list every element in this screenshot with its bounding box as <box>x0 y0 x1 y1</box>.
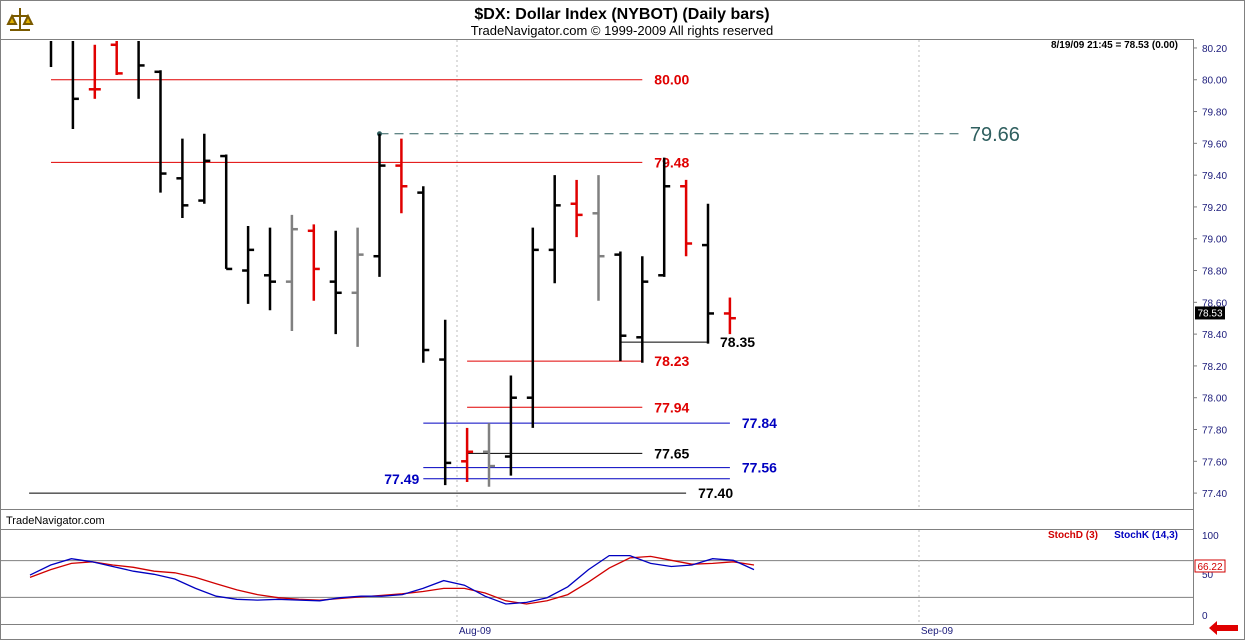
level-label: 77.40 <box>698 485 733 501</box>
level-label: 77.65 <box>654 445 689 461</box>
price-gridlines <box>456 40 920 509</box>
price-levels: 80.00 79.48 78.35 78.23 77.94 77.84 77.65 77.56… <box>29 72 1020 501</box>
y-tick-label: 80.00 <box>1202 76 1227 87</box>
y-tick-label: 79.60 <box>1202 139 1227 150</box>
last-price-marker: 78.53 <box>1195 306 1225 320</box>
ohlc-bar <box>461 427 474 482</box>
ohlc-bar <box>351 227 364 347</box>
ohlc-bar <box>702 203 714 344</box>
last-price-label: 78.53 <box>1197 308 1222 319</box>
ohlc-bar <box>526 227 539 428</box>
stoch-series-line <box>29 555 755 605</box>
ohlc-bar <box>417 186 430 363</box>
legend-stoch-k: StochK (14,3) <box>1114 530 1178 541</box>
watermark: TradeNavigator.com <box>6 515 105 527</box>
level-label: 77.94 <box>654 399 689 415</box>
level-label: 78.23 <box>654 353 689 369</box>
ohlc-bar <box>504 375 517 476</box>
ohlc-bar <box>220 154 233 271</box>
ohlc-bar <box>636 256 649 363</box>
ohlc-bar <box>373 133 386 277</box>
ohlc-bar <box>395 138 408 214</box>
y-tick-label: 78.80 <box>1202 267 1227 278</box>
status-readout: 8/19/09 21:45 = 78.53 (0.00) <box>1051 40 1178 51</box>
price-panel[interactable] <box>0 39 1194 510</box>
ohlc-bar <box>242 226 255 304</box>
ohlc-bar <box>110 41 123 75</box>
dashed-level-label: 79.66 <box>970 124 1020 146</box>
ohlc-bar <box>137 41 145 99</box>
stoch-gridlines <box>1 530 1193 624</box>
price-bars <box>49 41 736 487</box>
level-label: 77.84 <box>742 415 777 431</box>
ohlc-bar <box>198 133 211 204</box>
level-label: 78.35 <box>720 334 755 350</box>
level-label: 79.48 <box>654 154 689 170</box>
ohlc-bar <box>439 319 452 486</box>
y-tick-label: 79.20 <box>1202 203 1227 214</box>
y-tick-label: 79.80 <box>1202 108 1227 119</box>
ohlc-bar <box>307 224 320 301</box>
ohlc-bar <box>264 227 276 311</box>
stoch-series-line <box>29 554 755 605</box>
ohlc-bar <box>176 138 189 219</box>
level-label: 80.00 <box>654 72 689 88</box>
ohlc-bar <box>614 251 627 362</box>
stoch-lines <box>29 554 755 605</box>
ohlc-bar <box>329 230 342 335</box>
stoch-y-tick-label: 100 <box>1202 531 1219 542</box>
ohlc-bar <box>71 41 79 130</box>
ohlc-bar <box>483 423 495 487</box>
x-tick-label: Aug-09 <box>459 626 492 637</box>
y-tick-label: 79.40 <box>1202 171 1227 182</box>
ohlc-bar <box>285 214 298 331</box>
price-y-axis: 80.20 80.00 79.80 79.60 79.40 79.20 79.00 78.80… <box>1193 44 1227 500</box>
stoch-y-tick-label: 0 <box>1202 611 1208 622</box>
y-tick-label: 77.60 <box>1202 457 1227 468</box>
ohlc-bar <box>154 70 167 193</box>
stoch-y-axis: 100 50 0 <box>1202 531 1219 622</box>
y-tick-label: 78.60 <box>1202 298 1227 309</box>
y-tick-label: 78.40 <box>1202 330 1227 341</box>
ohlc-bar <box>680 179 693 257</box>
ohlc-bar <box>592 175 605 301</box>
ohlc-bar <box>88 44 101 99</box>
stoch-last-label: 66.22 <box>1197 562 1222 573</box>
ohlc-bar <box>570 179 583 238</box>
level-label: 77.56 <box>742 460 777 476</box>
y-tick-label: 77.40 <box>1202 489 1227 500</box>
ohlc-bar <box>658 157 671 277</box>
x-axis: Aug-09 Sep-09 <box>459 626 954 637</box>
ohlc-bar <box>723 297 736 335</box>
stoch-last-marker: 66.22 <box>1194 559 1226 573</box>
y-tick-label: 79.00 <box>1202 235 1227 246</box>
x-tick-label: Sep-09 <box>921 626 954 637</box>
scroll-left-arrow-icon[interactable] <box>1209 621 1238 635</box>
logo-icon[interactable] <box>4 4 36 36</box>
chart-title: $DX: Dollar Index (NYBOT) (Daily bars) <box>474 6 769 23</box>
y-tick-label: 78.20 <box>1202 362 1227 373</box>
chart-subtitle: TradeNavigator.com © 1999-2009 All right… <box>471 23 773 38</box>
stoch-y-tick-label: 50 <box>1202 570 1214 581</box>
ohlc-bar <box>548 175 561 284</box>
legend-stoch-d: StochD (3) <box>1048 530 1098 541</box>
y-tick-label: 80.20 <box>1202 44 1227 55</box>
y-tick-label: 78.00 <box>1202 394 1227 405</box>
y-tick-label: 77.80 <box>1202 426 1227 437</box>
level-label: 77.49 <box>384 471 419 487</box>
